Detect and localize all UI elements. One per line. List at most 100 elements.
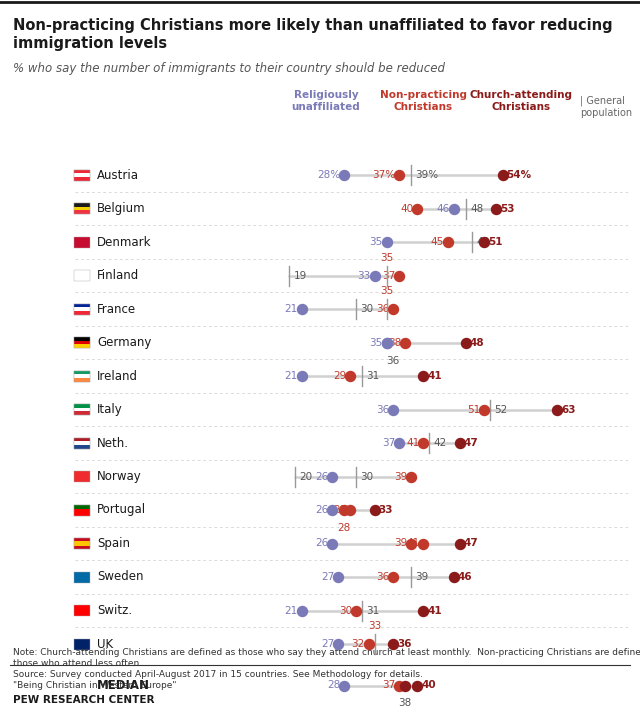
Bar: [74, 374, 90, 378]
Point: [492, 203, 502, 215]
Point: [400, 336, 410, 348]
Bar: [74, 407, 90, 411]
Text: those who attend less often.: those who attend less often.: [13, 659, 142, 668]
Bar: [74, 236, 90, 247]
Point: [461, 336, 471, 348]
Text: 46: 46: [436, 204, 450, 213]
Point: [339, 169, 349, 181]
Text: 40: 40: [400, 204, 413, 213]
Text: 41: 41: [406, 539, 419, 549]
Text: Neth.: Neth.: [97, 436, 129, 450]
Text: Austria: Austria: [97, 168, 139, 181]
Text: 48: 48: [470, 204, 483, 213]
Bar: [74, 207, 90, 210]
Bar: [74, 411, 90, 415]
Point: [388, 638, 398, 650]
Text: 36: 36: [376, 304, 389, 314]
Text: 31: 31: [367, 371, 380, 381]
Text: Norway: Norway: [97, 470, 141, 483]
Text: Non-practicing
Christians: Non-practicing Christians: [380, 90, 467, 112]
Point: [364, 638, 374, 650]
Text: 54%: 54%: [506, 170, 532, 180]
Text: 36: 36: [387, 355, 399, 365]
Text: Source: Survey conducted April-August 2017 in 15 countries. See Methodology for : Source: Survey conducted April-August 20…: [13, 670, 423, 679]
Point: [388, 303, 398, 315]
Bar: [74, 370, 90, 374]
Text: "Being Christian in Western Europe": "Being Christian in Western Europe": [13, 681, 177, 690]
Point: [345, 504, 355, 515]
Point: [419, 605, 429, 616]
Text: 28: 28: [327, 681, 340, 690]
Text: 30: 30: [360, 304, 374, 314]
Bar: [74, 344, 90, 348]
Text: 36: 36: [376, 572, 389, 582]
Text: Italy: Italy: [97, 403, 123, 416]
Bar: [74, 546, 90, 549]
Bar: [74, 173, 90, 177]
Text: Sweden: Sweden: [97, 571, 143, 584]
Text: 39: 39: [394, 471, 407, 481]
Point: [394, 169, 404, 181]
Point: [333, 571, 343, 583]
Bar: [74, 505, 90, 515]
Text: 20: 20: [300, 471, 312, 481]
Text: 37%: 37%: [372, 170, 395, 180]
Bar: [74, 170, 90, 181]
Bar: [74, 404, 90, 407]
Text: % who say the number of immigrants to their country should be reduced: % who say the number of immigrants to th…: [13, 62, 445, 75]
Point: [455, 538, 465, 550]
Bar: [74, 370, 90, 381]
Text: 36: 36: [397, 639, 412, 649]
Text: 52: 52: [494, 405, 508, 415]
Point: [296, 605, 307, 616]
Point: [455, 437, 465, 449]
Bar: [74, 304, 90, 315]
Point: [394, 270, 404, 281]
Point: [327, 538, 337, 550]
Text: 38: 38: [399, 698, 412, 708]
Point: [443, 236, 453, 248]
Text: 48: 48: [470, 338, 484, 347]
Text: 21: 21: [284, 371, 298, 381]
Point: [369, 504, 380, 515]
Bar: [74, 337, 90, 348]
Text: 53: 53: [500, 204, 515, 213]
Text: 38: 38: [388, 338, 401, 347]
Bar: [74, 571, 90, 582]
Text: 33: 33: [368, 621, 381, 631]
Text: 26: 26: [315, 471, 328, 481]
Text: 47: 47: [464, 539, 479, 549]
Text: 41: 41: [428, 605, 442, 616]
Bar: [74, 304, 90, 307]
Bar: [74, 505, 90, 515]
Point: [351, 605, 362, 616]
Point: [497, 169, 508, 181]
Text: 30: 30: [339, 605, 353, 616]
Text: 47: 47: [464, 438, 479, 448]
Text: 63: 63: [561, 405, 576, 415]
Text: 35: 35: [369, 237, 383, 247]
Text: Church-attending
Christians: Church-attending Christians: [469, 90, 572, 112]
Text: 33: 33: [357, 270, 371, 281]
Bar: [74, 378, 90, 381]
Bar: [74, 639, 90, 650]
Text: Spain: Spain: [97, 537, 130, 550]
Text: 36: 36: [376, 405, 389, 415]
Text: Finland: Finland: [97, 269, 140, 282]
Text: France: France: [97, 302, 136, 315]
Text: 37: 37: [381, 681, 395, 690]
Bar: [74, 404, 90, 415]
Bar: [74, 605, 90, 616]
Text: 41: 41: [406, 438, 419, 448]
Bar: [74, 170, 90, 173]
Text: Denmark: Denmark: [97, 236, 152, 249]
Text: Note: Church-attending Christians are defined as those who say they attend churc: Note: Church-attending Christians are de…: [13, 648, 640, 657]
Bar: [74, 538, 90, 549]
Bar: [74, 437, 90, 449]
Text: 29: 29: [333, 371, 346, 381]
Text: 45: 45: [431, 237, 444, 247]
Bar: [74, 538, 90, 541]
Point: [339, 680, 349, 692]
Point: [333, 638, 343, 650]
Text: 35: 35: [369, 338, 383, 347]
